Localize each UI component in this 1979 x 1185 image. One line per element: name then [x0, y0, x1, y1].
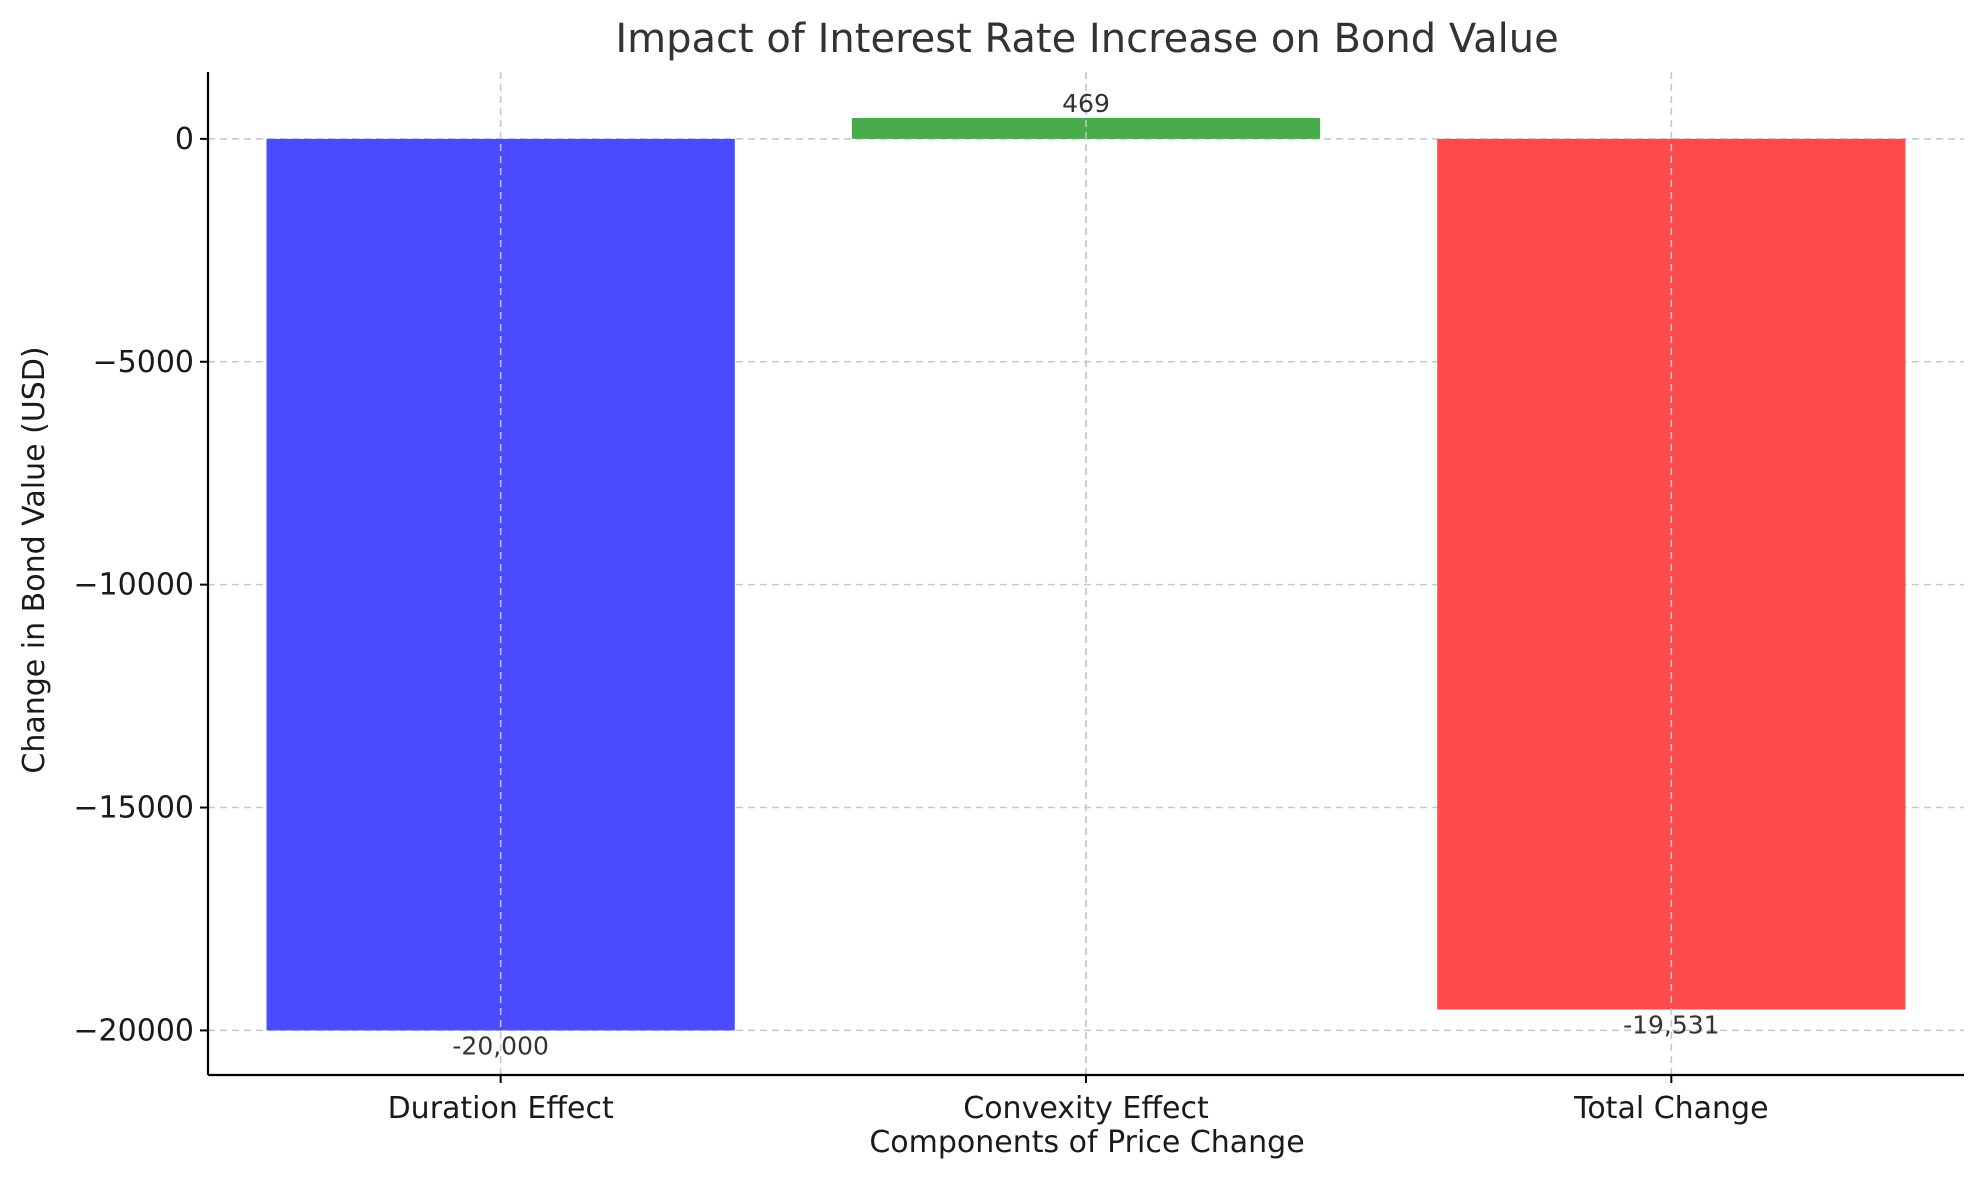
y-tick-label: −20000: [73, 1013, 194, 1048]
y-tick-label: −5000: [93, 345, 194, 380]
bar-value-label: -20,000: [452, 1031, 549, 1060]
y-tick-label: 0: [175, 122, 194, 157]
x-tick-label: Convexity Effect: [963, 1091, 1209, 1126]
chart-title: Impact of Interest Rate Increase on Bond…: [615, 16, 1558, 62]
axes: 0 −5000 −10000 −15000 −20000 Duration Effect C…: [73, 72, 1964, 1126]
bar-value-label: 469: [1062, 89, 1110, 118]
bar: [851, 117, 1321, 139]
bars: [266, 72, 1906, 1075]
bar: [266, 138, 735, 1031]
y-tick-label: −10000: [73, 568, 194, 603]
bar-value-label: -19,531: [1623, 1011, 1720, 1040]
data-labels: -20,000 469 -19,531: [452, 89, 1719, 1060]
y-axis-label: Change in Bond Value (USD): [17, 346, 52, 773]
x-tick-label: Total Change: [1573, 1091, 1768, 1126]
x-axis-label: Components of Price Change: [869, 1125, 1304, 1160]
y-tick-label: −15000: [73, 791, 194, 826]
x-tick-label: Duration Effect: [388, 1091, 614, 1126]
